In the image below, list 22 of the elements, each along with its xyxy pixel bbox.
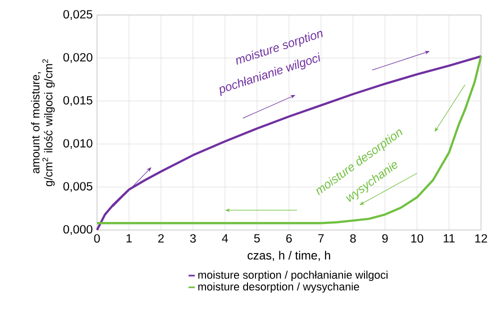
legend-label: moisture desorption / wysychanie — [198, 282, 360, 293]
x-axis-title: czas, h / time, h — [248, 250, 330, 262]
x-tick-label: 8 — [350, 234, 356, 243]
legend-label: moisture sorption / pochłanianie wilgoci — [198, 270, 388, 281]
x-tick-label: 11 — [444, 234, 455, 242]
x-tick-label: 3 — [190, 234, 196, 243]
y-tick-label: 0,000 — [63, 225, 92, 235]
y-tick-label: 0,025 — [63, 10, 92, 20]
x-tick-label: 12 — [475, 234, 488, 243]
x-tick-label: 2 — [158, 234, 164, 243]
x-tick-label: 7 — [318, 234, 324, 242]
y-tick-label: 0,020 — [63, 53, 92, 63]
y-tick-label: 0,005 — [63, 182, 92, 192]
x-tick-label: 1 — [126, 234, 132, 242]
y-tick-label: 0,010 — [63, 139, 92, 149]
x-tick-label: 6 — [286, 234, 292, 243]
x-tick-label: 9 — [382, 234, 388, 243]
x-tick-label: 4 — [222, 234, 228, 242]
y-tick-label: 0,015 — [63, 96, 92, 106]
x-tick-label: 10 — [411, 234, 424, 243]
x-tick-label: 0 — [94, 234, 100, 243]
x-tick-label: 5 — [254, 234, 260, 243]
